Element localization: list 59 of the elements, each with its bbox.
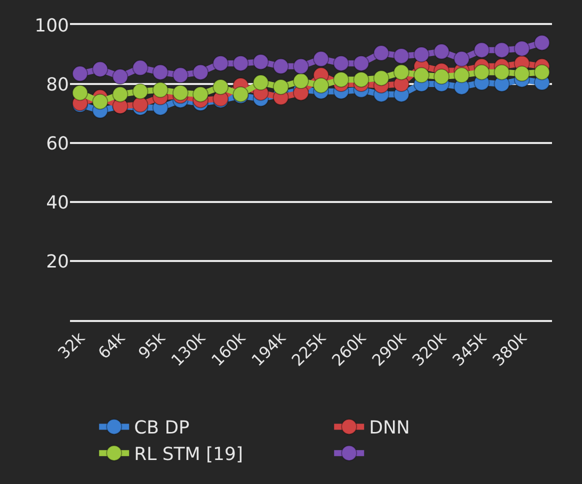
point (353, 55, 370, 72)
point (132, 96, 148, 113)
point (534, 34, 550, 51)
point (292, 73, 309, 90)
x-tick-label: 64k (94, 328, 130, 363)
point (192, 86, 209, 102)
point (272, 58, 289, 74)
x-tick-label: 32k (54, 328, 90, 363)
point (72, 66, 88, 82)
legend-label: DNN (369, 418, 410, 439)
point (393, 64, 410, 80)
y-tick-label: 80 (46, 74, 69, 96)
point (192, 64, 209, 80)
point (212, 55, 229, 72)
point (132, 83, 148, 100)
point (252, 54, 269, 70)
point (534, 64, 550, 80)
y-tick-label: 100 (34, 15, 69, 36)
point (353, 72, 370, 88)
point (152, 82, 168, 98)
point (434, 68, 450, 85)
legend-label: CB DP (134, 418, 190, 439)
point (112, 68, 128, 85)
point (212, 78, 229, 95)
point (514, 40, 530, 57)
point (152, 64, 168, 80)
y-tick-label: 40 (46, 192, 69, 214)
point (413, 67, 430, 84)
point (333, 55, 350, 72)
point (132, 60, 148, 76)
point (474, 42, 490, 58)
point (112, 86, 128, 102)
point (92, 94, 108, 110)
point (454, 67, 470, 84)
point (494, 42, 510, 58)
point (232, 55, 249, 72)
point (333, 72, 350, 88)
point (313, 77, 330, 94)
point (313, 50, 330, 67)
point (474, 64, 490, 80)
point (292, 58, 309, 74)
point (72, 84, 88, 101)
point (373, 70, 390, 86)
point (413, 46, 430, 62)
point (373, 45, 390, 62)
y-tick-label: 20 (46, 251, 69, 272)
point (172, 67, 188, 84)
y-tick-label: 60 (46, 133, 69, 154)
point (92, 61, 108, 78)
x-tick-label: 95k (134, 328, 170, 363)
point (252, 74, 269, 91)
point (514, 66, 530, 82)
point (393, 48, 410, 64)
point (494, 64, 510, 80)
point (172, 84, 188, 101)
point (272, 78, 289, 95)
point (454, 50, 470, 67)
legend-label: RL STM [19] (134, 444, 243, 466)
point (434, 44, 450, 60)
